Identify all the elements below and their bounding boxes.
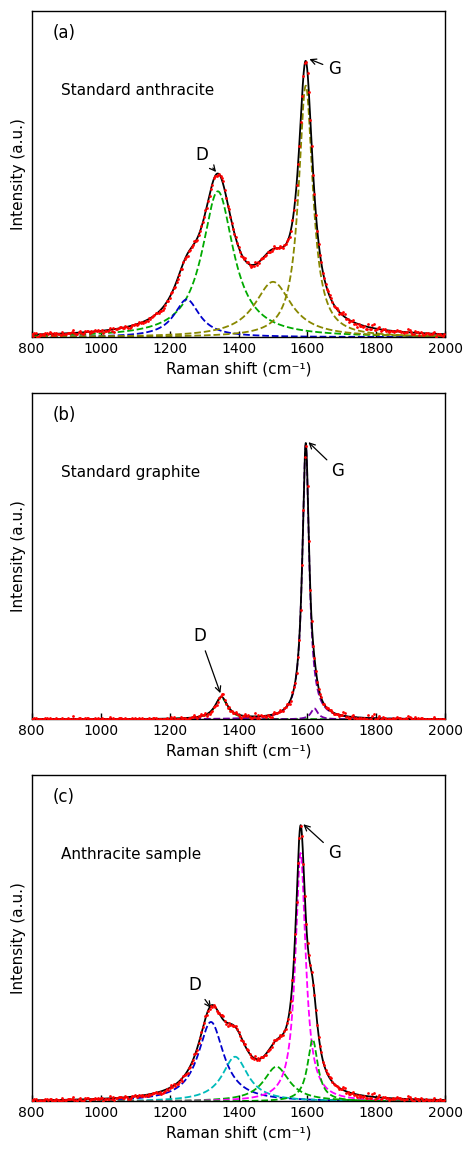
Text: (a): (a): [52, 24, 75, 43]
Text: (b): (b): [52, 407, 76, 424]
Text: Standard anthracite: Standard anthracite: [61, 83, 214, 98]
Text: Anthracite sample: Anthracite sample: [61, 847, 201, 862]
Text: G: G: [304, 825, 341, 862]
X-axis label: Raman shift (cm⁻¹): Raman shift (cm⁻¹): [166, 744, 311, 759]
Text: (c): (c): [52, 788, 74, 806]
Text: G: G: [310, 59, 341, 78]
Y-axis label: Intensity (a.u.): Intensity (a.u.): [11, 882, 26, 994]
Text: D: D: [189, 977, 210, 1007]
Text: Standard graphite: Standard graphite: [61, 465, 200, 480]
Text: G: G: [310, 444, 345, 479]
X-axis label: Raman shift (cm⁻¹): Raman shift (cm⁻¹): [166, 1126, 311, 1140]
Y-axis label: Intensity (a.u.): Intensity (a.u.): [11, 500, 26, 612]
Text: D: D: [194, 628, 220, 692]
Y-axis label: Intensity (a.u.): Intensity (a.u.): [11, 119, 26, 230]
Text: D: D: [195, 146, 215, 170]
X-axis label: Raman shift (cm⁻¹): Raman shift (cm⁻¹): [166, 362, 311, 377]
